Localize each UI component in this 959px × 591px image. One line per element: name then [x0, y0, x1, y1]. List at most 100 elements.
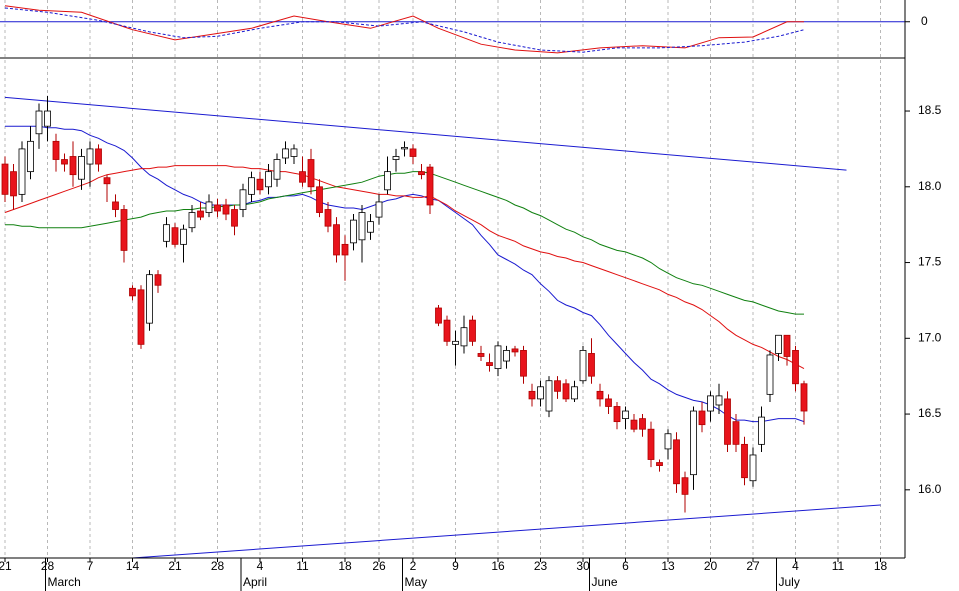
candle-body	[622, 410, 629, 420]
candle-body	[52, 140, 60, 160]
trend-line	[132, 504, 881, 559]
candle-body	[18, 148, 26, 195]
candle-body	[146, 274, 153, 324]
candle-body	[435, 307, 442, 324]
x-tick-label: 7	[87, 559, 94, 573]
candle-body	[664, 433, 672, 450]
candle-body	[426, 166, 434, 206]
candle-body	[61, 159, 68, 165]
candle-body	[86, 148, 94, 165]
candle-body	[792, 350, 799, 385]
month-label: July	[779, 575, 800, 589]
candle-body	[707, 395, 714, 412]
candle-body	[477, 353, 485, 357]
y-tick-label: 17.0	[918, 330, 942, 344]
candle-body	[681, 477, 689, 495]
candle-body	[443, 319, 451, 342]
candle-body	[112, 201, 119, 210]
candle-body	[358, 212, 366, 241]
x-tick-label: 27	[746, 559, 760, 573]
candle-body	[341, 243, 349, 256]
candle-body	[367, 221, 374, 233]
candle-body	[265, 171, 272, 188]
x-tick-label: 11	[296, 559, 309, 573]
candle-body	[579, 350, 587, 382]
candle-body	[375, 201, 383, 218]
candle-body	[282, 148, 289, 159]
candle-body	[307, 159, 315, 188]
candle-body	[647, 428, 655, 460]
x-tick-label: 14	[126, 559, 140, 573]
y-tick-label: 18.0	[918, 179, 942, 193]
candle-body	[316, 186, 323, 213]
candles-layer	[1, 95, 808, 513]
candle-body	[494, 345, 502, 370]
candle-body	[503, 350, 510, 362]
month-label: March	[48, 575, 81, 589]
candle-body	[511, 348, 519, 353]
trend-line	[4, 96, 847, 171]
candle-body	[656, 462, 663, 466]
candle-body	[120, 209, 128, 251]
candle-body	[214, 204, 221, 212]
candle-body	[324, 209, 332, 227]
x-tick-label: 20	[704, 559, 718, 573]
y-tick-label: 0	[921, 14, 928, 28]
candle-body	[690, 410, 697, 476]
candle-body	[69, 156, 77, 176]
x-tick-label: 28	[41, 559, 55, 573]
y-tick-label: 16.0	[918, 482, 942, 496]
candle-body	[197, 210, 204, 218]
candle-body	[749, 454, 757, 482]
candle-body	[673, 439, 680, 485]
candle-body	[605, 398, 612, 407]
candle-body	[460, 327, 468, 347]
candle-body	[469, 319, 476, 342]
x-tick-label: 16	[491, 559, 505, 573]
candle-body	[698, 410, 706, 426]
candle-body	[299, 171, 306, 183]
y-tick-label: 18.5	[918, 103, 942, 117]
candle-body	[528, 390, 536, 400]
candle-body	[239, 189, 247, 210]
candle-body	[35, 110, 43, 135]
x-tick-label: 13	[661, 559, 675, 573]
candle-body	[758, 416, 765, 445]
candle-body	[401, 146, 408, 150]
candle-body	[775, 334, 782, 354]
candle-body	[384, 171, 391, 191]
candle-body	[95, 148, 102, 165]
candle-body	[630, 419, 638, 430]
candle-body	[78, 156, 85, 180]
candle-body	[554, 380, 561, 392]
candle-body	[520, 350, 527, 377]
candle-body	[248, 177, 255, 195]
x-tick-label: 18	[338, 559, 352, 573]
candle-body	[562, 383, 570, 400]
candle-body	[418, 171, 425, 176]
candle-body	[222, 204, 230, 215]
candle-body	[724, 398, 731, 445]
y-tick-label: 16.5	[918, 406, 942, 420]
candle-body	[741, 443, 748, 479]
candle-body	[171, 227, 179, 245]
x-tick-label: 2	[410, 559, 417, 573]
candle-body	[290, 148, 298, 157]
x-tick-label: 18	[874, 559, 888, 573]
candle-body	[27, 140, 34, 173]
x-tick-label: 28	[211, 559, 225, 573]
candle-body	[486, 362, 493, 366]
candle-body	[571, 386, 578, 400]
y-tick-label: 17.5	[918, 255, 942, 269]
candle-body	[545, 380, 553, 412]
candle-body	[163, 224, 170, 242]
moving-average	[4, 165, 805, 370]
indicator-line	[4, 7, 805, 53]
x-tick-label: 9	[452, 559, 459, 573]
x-tick-label: 4	[257, 559, 264, 573]
candle-body	[333, 224, 340, 256]
candle-body	[129, 287, 136, 297]
